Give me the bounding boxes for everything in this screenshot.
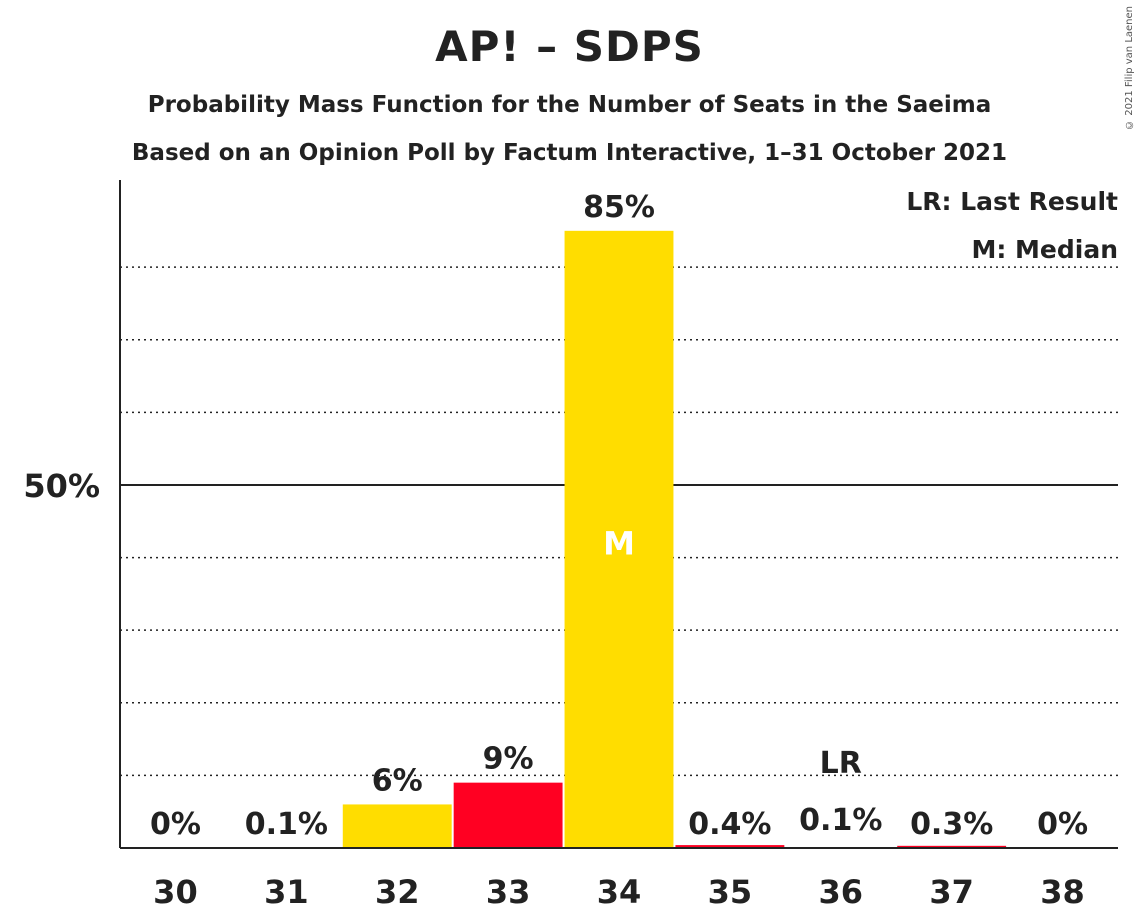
data-label: 0.4% (688, 807, 771, 842)
last-result-marker: LR (820, 746, 862, 781)
bar (675, 845, 785, 848)
data-label: 0% (1037, 807, 1088, 842)
data-label: 9% (483, 742, 534, 777)
bar (453, 782, 563, 848)
x-tick-label: 35 (708, 873, 753, 911)
data-label: 0% (150, 807, 201, 842)
x-tick-label: 32 (375, 873, 420, 911)
x-tick-label: 34 (597, 873, 642, 911)
x-tick-label: 38 (1040, 873, 1085, 911)
data-label: 6% (372, 763, 423, 798)
data-label: 0.1% (799, 803, 882, 838)
bar (897, 845, 1007, 848)
chart-source: Based on an Opinion Poll by Factum Inter… (131, 140, 1008, 166)
legend-entry: M: Median (971, 235, 1118, 264)
x-tick-label: 36 (819, 873, 864, 911)
legend-entry: LR: Last Result (906, 187, 1118, 216)
median-marker: M (603, 524, 635, 562)
data-label: 0.1% (245, 807, 328, 842)
bar (564, 230, 674, 849)
chart-title: AP! – SDPS (435, 22, 704, 71)
x-tick-label: 31 (264, 873, 309, 911)
y-tick-label: 50% (23, 467, 100, 505)
data-label: 85% (583, 190, 655, 225)
x-tick-label: 30 (153, 873, 198, 911)
bar (342, 804, 452, 848)
chart-subtitle: Probability Mass Function for the Number… (147, 92, 992, 118)
x-tick-label: 33 (486, 873, 531, 911)
data-label: 0.3% (910, 807, 993, 842)
x-tick-label: 37 (929, 873, 974, 911)
